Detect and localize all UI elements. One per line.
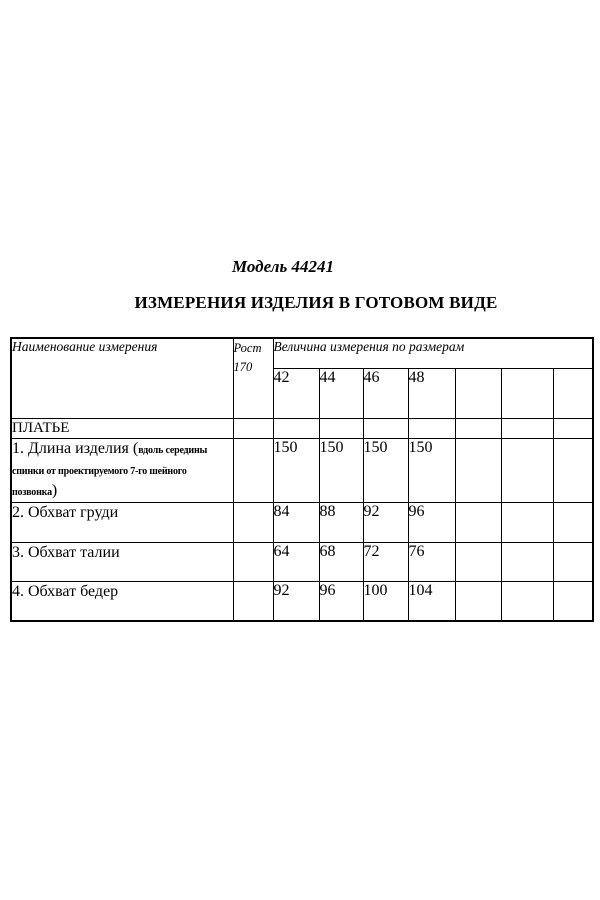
empty-cell [232,417,274,439]
value-cell [454,580,502,622]
section-row-label: ПЛАТЬЕ [10,417,234,439]
row-label-main: 1. Длина изделия ( [12,439,139,457]
value-cell: 68 [318,541,364,582]
row-label: 2. Обхват груди [10,501,234,543]
value-cell [454,541,502,582]
empty-cell [232,501,274,543]
table-row-waist: 3. Обхват талии 64 68 72 76 [10,541,594,582]
empty-cell [362,417,409,439]
value-cell [500,580,554,622]
value-cell: 64 [272,541,320,582]
col-header-sizes-group: Величина измерения по размерам [272,337,594,369]
size-header-row: 42 44 46 48 [11,367,594,419]
size-col-header-blank-3 [552,367,594,419]
row-label: 3. Обхват талии [10,541,234,582]
value-cell: 96 [318,580,364,622]
value-cell: 150 [272,437,320,503]
value-cell [552,580,594,622]
size-col-header-46: 46 [362,367,409,419]
table-row-length: 1. Длина изделия (вдоль середины спинки … [10,437,594,503]
value-cell: 96 [407,501,456,543]
row-label: 4. Обхват бедер [10,580,234,622]
table-row-chest: 2. Обхват груди 84 88 92 96 [10,501,594,543]
size-col-header-48: 48 [407,367,456,419]
section-heading: ИЗМЕРЕНИЯ ИЗДЕЛИЯ В ГОТОВОМ ВИДЕ [134,293,498,312]
height-value: 170 [233,360,253,374]
empty-cell [318,417,364,439]
table-row-hips: 4. Обхват бедер 92 96 100 104 [10,580,594,622]
value-cell: 104 [407,580,456,622]
model-title: Модель 44241 [232,257,334,276]
row-label-note: вдоль середины спинки от проектируемого … [12,444,208,498]
row-label-close: ) [51,481,58,499]
value-cell: 92 [362,501,409,543]
empty-cell [407,417,456,439]
value-cell: 76 [407,541,456,582]
empty-cell [454,417,502,439]
value-cell: 92 [272,580,320,622]
empty-cell [232,541,274,582]
measurements-table: Наименование измерения Рост 170 Величина… [10,337,595,622]
size-col-header-44: 44 [318,367,364,419]
value-cell: 150 [407,437,456,503]
section-row: ПЛАТЬЕ [10,417,594,439]
value-cell [552,501,594,543]
col-header-measurement-name: Наименование измерения [10,337,234,419]
value-cell [454,437,502,503]
value-cell [500,501,554,543]
value-cell: 150 [362,437,409,503]
value-cell [454,501,502,543]
size-col-header-blank-2 [500,367,554,419]
row-label: 1. Длина изделия (вдоль середины спинки … [10,437,234,503]
size-col-header-42: 42 [272,367,320,419]
value-cell: 150 [318,437,364,503]
empty-cell [552,417,594,439]
value-cell [552,541,594,582]
value-cell: 72 [362,541,409,582]
height-label: Рост [233,341,262,355]
value-cell: 84 [272,501,320,543]
value-cell [552,437,594,503]
empty-cell [272,417,320,439]
empty-cell [232,437,274,503]
empty-cell [232,580,274,622]
col-header-height: Рост 170 [232,337,274,419]
value-cell [500,437,554,503]
table-header-row: Наименование измерения Рост 170 Величина… [10,337,594,419]
value-cell [500,541,554,582]
size-col-header-blank-1 [454,367,502,419]
empty-cell [500,417,554,439]
value-cell: 100 [362,580,409,622]
value-cell: 88 [318,501,364,543]
